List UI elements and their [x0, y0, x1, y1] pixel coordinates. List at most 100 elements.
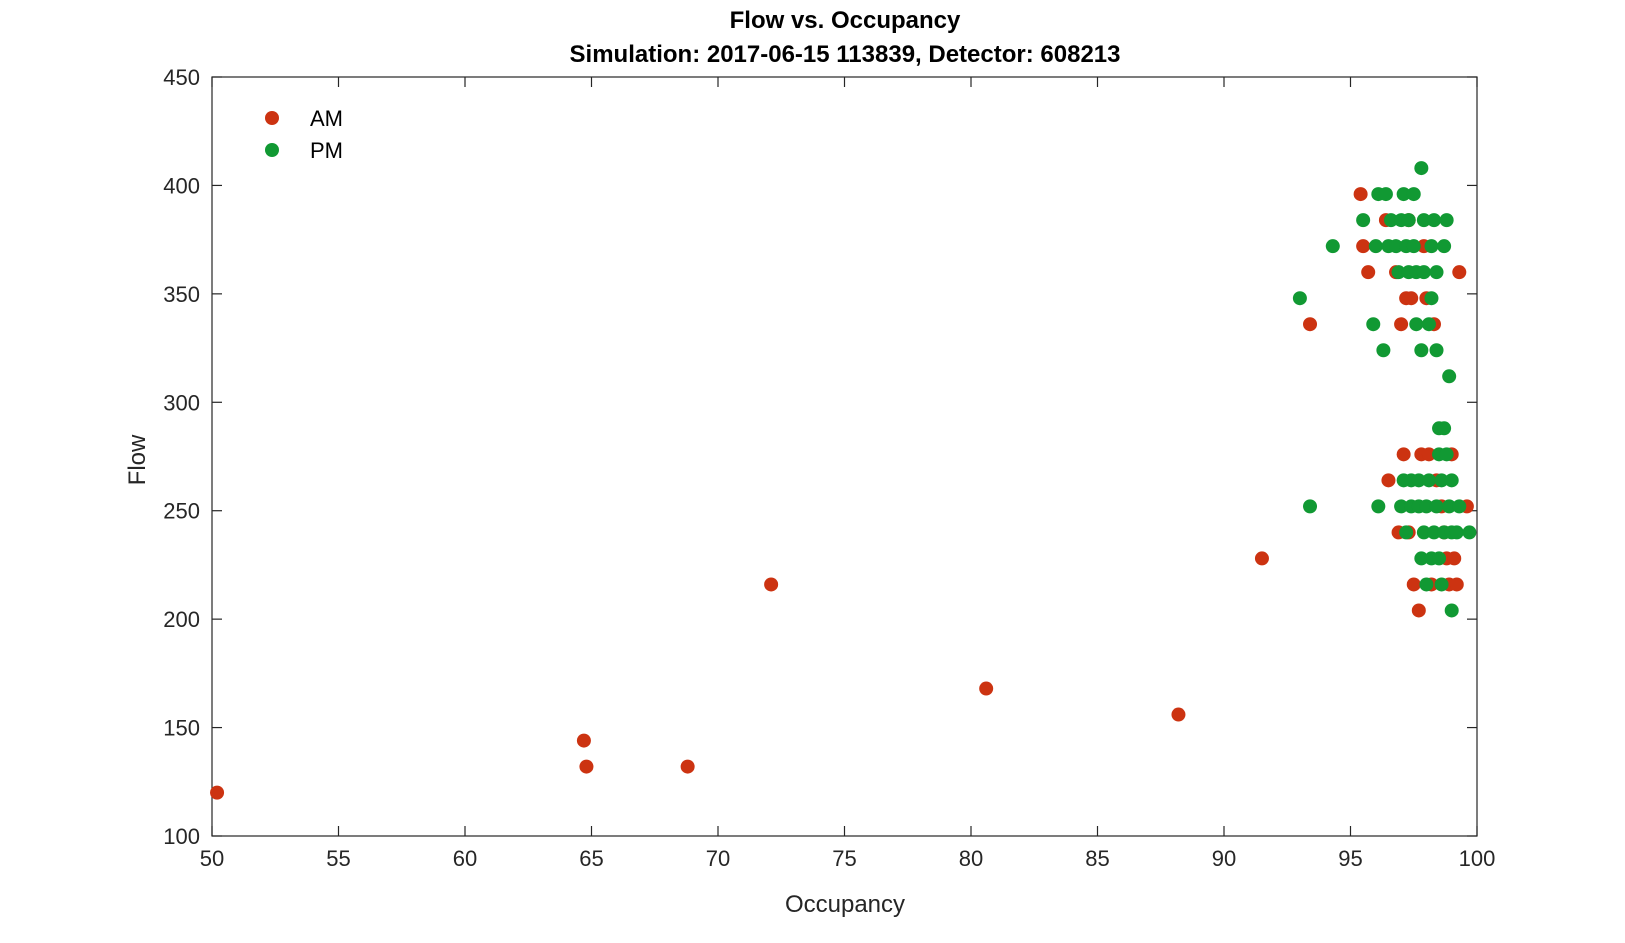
data-point-pm: [1376, 343, 1391, 358]
data-point-am: [1449, 577, 1464, 592]
data-point-am: [210, 785, 225, 800]
data-point-am: [764, 577, 779, 592]
data-point-pm: [1421, 473, 1436, 488]
y-tick-label: 150: [163, 716, 200, 741]
data-point-pm: [1409, 317, 1424, 332]
x-tick-label: 100: [1459, 846, 1496, 871]
data-point-pm: [1371, 499, 1386, 514]
data-point-pm: [1429, 343, 1444, 358]
plot-frame: [211, 76, 1478, 837]
data-point-pm: [1439, 447, 1454, 462]
data-point-am: [1404, 291, 1419, 306]
data-point-pm: [1389, 239, 1404, 254]
data-point-pm: [1439, 213, 1454, 228]
data-point-pm: [1462, 525, 1477, 540]
legend-label-am: AM: [310, 106, 343, 131]
data-point-pm: [1437, 239, 1452, 254]
data-point-pm: [1378, 187, 1393, 202]
data-point-am: [576, 733, 591, 748]
y-tick-label: 450: [163, 65, 200, 90]
data-point-am: [1254, 551, 1269, 566]
x-tick-label: 65: [579, 846, 603, 871]
data-point-pm: [1414, 161, 1429, 176]
data-point-pm: [1366, 317, 1381, 332]
x-tick-label: 95: [1338, 846, 1362, 871]
y-tick-label: 350: [163, 282, 200, 307]
legend-marker-pm: [265, 143, 279, 157]
data-point-pm: [1419, 499, 1434, 514]
data-point-pm: [1437, 421, 1452, 436]
data-point-pm: [1399, 525, 1414, 540]
x-tick-label: 70: [706, 846, 730, 871]
data-point-pm: [1421, 317, 1436, 332]
x-tick-label: 90: [1212, 846, 1236, 871]
series-pm: [1292, 161, 1477, 618]
data-point-pm: [1429, 499, 1444, 514]
data-point-pm: [1416, 213, 1431, 228]
data-point-am: [680, 759, 695, 774]
data-point-pm: [1406, 187, 1421, 202]
data-point-am: [1356, 239, 1371, 254]
data-point-pm: [1401, 213, 1416, 228]
x-tick-label: 60: [453, 846, 477, 871]
data-point-am: [1353, 187, 1368, 202]
data-point-pm: [1396, 187, 1411, 202]
data-point-am: [1381, 473, 1396, 488]
y-tick-label: 100: [163, 824, 200, 849]
data-point-am: [1421, 447, 1436, 462]
data-point-pm: [1383, 213, 1398, 228]
data-point-pm: [1444, 603, 1459, 618]
data-point-pm: [1442, 499, 1457, 514]
data-point-pm: [1419, 577, 1434, 592]
chart-title: Flow vs. Occupancy: [730, 7, 961, 34]
data-point-am: [979, 681, 994, 696]
data-point-pm: [1406, 239, 1421, 254]
data-point-pm: [1416, 265, 1431, 280]
data-point-am: [1406, 577, 1421, 592]
data-point-pm: [1452, 499, 1467, 514]
x-tick-label: 50: [200, 846, 224, 871]
data-points: [210, 161, 1477, 800]
data-point-am: [579, 759, 594, 774]
legend: AM PM: [265, 106, 343, 163]
x-axis-label: Occupancy: [785, 891, 905, 918]
data-point-pm: [1444, 473, 1459, 488]
data-point-pm: [1426, 213, 1441, 228]
data-point-pm: [1292, 291, 1307, 306]
data-point-am: [1396, 447, 1411, 462]
data-point-pm: [1325, 239, 1340, 254]
y-tick-label: 400: [163, 173, 200, 198]
data-point-pm: [1442, 369, 1457, 384]
data-point-pm: [1368, 239, 1383, 254]
data-point-pm: [1434, 473, 1449, 488]
data-point-am: [1303, 317, 1318, 332]
data-point-pm: [1391, 265, 1406, 280]
data-point-pm: [1426, 525, 1441, 540]
data-point-pm: [1429, 265, 1444, 280]
data-point-am: [1361, 265, 1376, 280]
data-point-pm: [1416, 525, 1431, 540]
series-am: [210, 187, 1474, 800]
y-tick-label: 250: [163, 499, 200, 524]
x-tick-label: 85: [1085, 846, 1109, 871]
chart-subtitle: Simulation: 2017-06-15 113839, Detector:…: [570, 41, 1121, 68]
data-point-am: [1447, 551, 1462, 566]
legend-label-pm: PM: [310, 138, 343, 163]
data-point-pm: [1356, 213, 1371, 228]
data-point-pm: [1411, 473, 1426, 488]
data-point-pm: [1434, 577, 1449, 592]
data-point-am: [1171, 707, 1186, 722]
data-point-am: [1394, 317, 1409, 332]
x-tick-label: 80: [959, 846, 983, 871]
data-point-pm: [1424, 291, 1439, 306]
data-point-pm: [1414, 343, 1429, 358]
data-point-pm: [1432, 551, 1447, 566]
plot-area-border: [211, 76, 1478, 837]
x-tick-label: 55: [326, 846, 350, 871]
data-point-pm: [1424, 239, 1439, 254]
axis-ticks: 50 55 60 65 70 75 80 85 90 95 100 100 150 200 250 300 35…: [163, 65, 1495, 871]
data-point-pm: [1414, 551, 1429, 566]
y-axis-label: Flow: [124, 434, 151, 485]
